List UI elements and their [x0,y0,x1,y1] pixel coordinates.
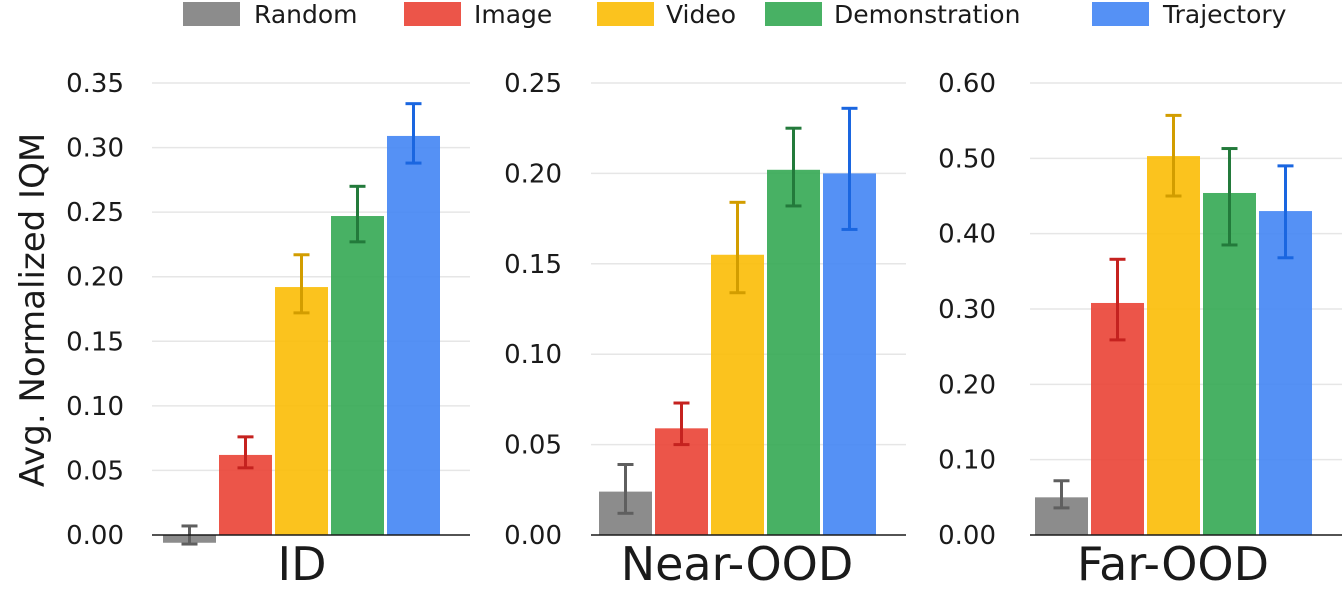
y-tick-label: 0.30 [938,295,996,325]
bar-video [275,287,328,535]
y-tick-label: 0.15 [504,250,562,280]
y-tick-label: 0.20 [66,263,124,293]
bar-video [1147,156,1200,535]
y-tick-label: 0.30 [66,134,124,164]
error-bar-trajectory [841,106,858,231]
panel-near-ood: 0.00 0.05 0.10 0.15 0.20 0.25 Near-OOD [504,69,906,591]
y-tick-label: 0.05 [504,431,562,461]
panel-title: Far-OOD [1077,537,1269,591]
bar-trajectory [1259,211,1312,536]
y-tick-label: 0.25 [504,69,562,99]
y-axis-label: Avg. Normalized IQM [13,133,53,487]
bar-demonstration [331,216,384,535]
error-bar-demonstration [785,126,802,208]
error-bar-random [1053,479,1070,510]
legend-label-random: Random [254,0,358,29]
y-tick-label: 0.35 [66,69,124,99]
y-axis-label-group: Avg. Normalized IQM [13,133,53,487]
bar-demonstration [767,169,820,535]
legend-label-trajectory: Trajectory [1162,0,1287,29]
panel-id: 0.00 0.05 0.10 0.15 0.20 0.25 0.30 0.35 ID [66,69,470,591]
bar-demonstration [1203,192,1256,535]
bar-trajectory [823,173,876,535]
y-tick-label: 0.00 [504,521,562,551]
legend-label-demonstration: Demonstration [834,0,1020,29]
y-tick-label: 0.10 [938,446,996,476]
error-bar-video [1165,113,1182,198]
y-tick-label: 0.25 [66,198,124,228]
legend-swatch-trajectory [1092,2,1149,26]
legend-swatch-random [183,2,240,26]
bar-image [655,428,708,535]
error-bar-video [729,200,746,295]
error-bar-image [673,401,690,447]
y-tick-label: 0.05 [66,456,124,486]
panels: 0.000.050.100.150.200.250.300.35ID0.000.… [66,69,1342,591]
y-tick-label: 0.10 [504,340,562,370]
error-bar-video [293,253,310,315]
y-tick-label: 0.15 [66,327,124,357]
y-tick-label: 0.50 [938,144,996,174]
panel-title: ID [278,537,327,591]
y-tick-label: 0.20 [504,159,562,189]
legend-swatch-image [404,2,461,26]
error-bar-trajectory [405,102,422,165]
panel-title: Near-OOD [621,537,854,591]
error-bar-image [237,435,254,470]
legend-swatch-demonstration [765,2,822,26]
error-bar-trajectory [1277,164,1294,260]
y-tick-label: 0.10 [66,392,124,422]
y-tick-label: 0.40 [938,220,996,250]
y-tick-label: 0.00 [938,521,996,551]
bar-video [711,254,764,535]
legend-swatch-video [597,2,654,26]
error-bar-random [617,462,634,515]
y-tick-label: 0.60 [938,69,996,99]
error-bar-demonstration [1221,147,1238,247]
y-tick-label: 0.20 [938,370,996,400]
legend-label-image: Image [474,0,552,29]
error-bar-demonstration [349,184,366,244]
y-tick-label: 0.00 [66,521,124,551]
error-bar-image [1109,257,1126,342]
panel-far-ood: 0.00 0.10 0.20 0.30 0.40 0.50 0.60 Far-OOD [938,69,1342,591]
bar-image [1091,302,1144,535]
legend-label-video: Video [666,0,736,29]
legend: Random Image Video Demonstration Trajectory [183,0,1287,29]
bar-trajectory [387,135,440,535]
